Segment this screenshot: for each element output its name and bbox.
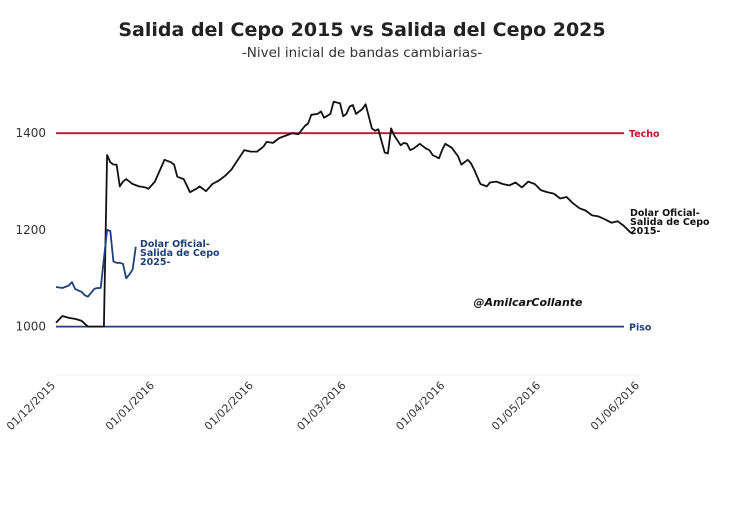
series-label-2015: Salida de Cepo	[630, 217, 710, 228]
series-line-2025	[55, 229, 137, 298]
series-label-2015: Dolar Oficial-	[630, 208, 700, 219]
plot-area: 1000 1200 1400 01/12/2015 01/01/2016 01/02/2…	[4, 100, 710, 433]
reference-line-label-techo: Techo	[629, 129, 660, 140]
y-axis: 1000 1200 1400	[15, 126, 46, 333]
x-tick-label: 01/02/2016	[202, 379, 256, 433]
x-tick-label: 01/05/2016	[489, 379, 543, 433]
chart-subtitle: -Nivel inicial de bandas cambiarias-	[242, 45, 482, 61]
x-tick-label: 01/06/2016	[588, 379, 642, 433]
author-watermark: @AmilcarCollante	[473, 296, 583, 309]
series-line-2015	[55, 100, 634, 328]
series-group	[55, 100, 634, 328]
x-axis: 01/12/2015 01/01/2016 01/02/2016 01/03/2016…	[4, 379, 642, 433]
reference-line-label-piso: Piso	[629, 323, 652, 334]
series-label-2025: Salida de Cepo	[140, 248, 220, 259]
series-label-2015: 2015-	[630, 226, 660, 237]
x-tick-label: 01/04/2016	[393, 379, 447, 433]
x-tick-label: 01/03/2016	[294, 379, 348, 433]
x-tick-label: 01/12/2015	[4, 379, 58, 433]
y-tick-label: 1400	[15, 126, 46, 140]
y-tick-label: 1200	[15, 223, 46, 237]
y-tick-label: 1000	[15, 320, 46, 334]
x-tick-label: 01/01/2016	[103, 379, 157, 433]
reference-lines: Techo Piso	[56, 129, 660, 334]
chart-title: Salida del Cepo 2015 vs Salida del Cepo …	[118, 19, 605, 41]
series-label-2025: Dolar Oficial-	[140, 239, 210, 250]
series-label-2025: 2025-	[140, 257, 170, 268]
